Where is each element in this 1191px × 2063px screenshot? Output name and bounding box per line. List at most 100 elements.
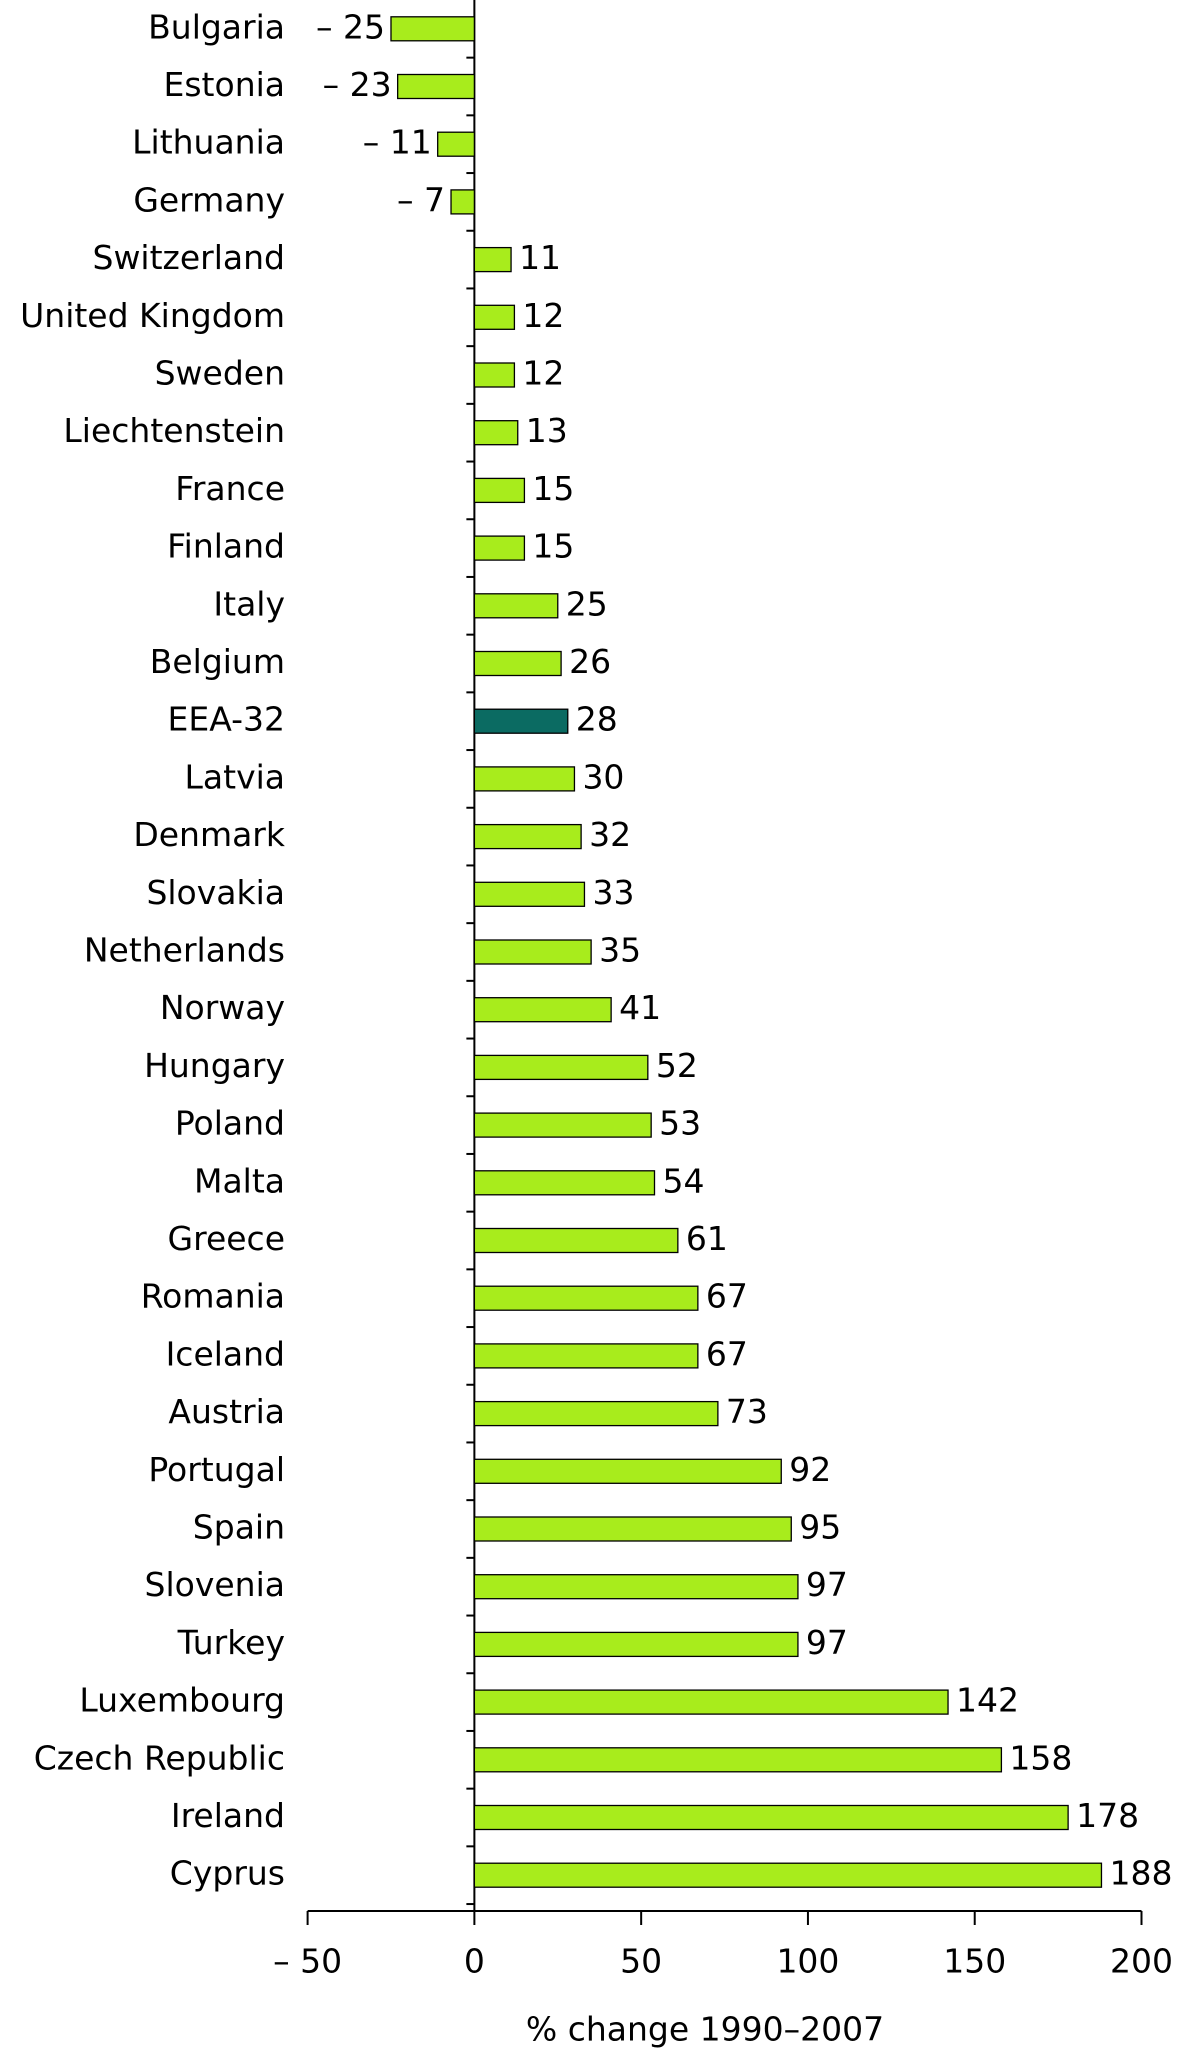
y-tick-label: Switzerland [93,238,286,277]
bar [473,1747,1003,1773]
y-tick-label: Denmark [133,815,286,854]
y-tick-label: Italy [213,584,285,623]
bar [473,1170,656,1196]
value-label: 13 [526,411,568,450]
x-tick-label: 200 [1110,1942,1173,1981]
value-label: – 25 [316,7,385,46]
value-label: 53 [659,1104,701,1143]
value-label: 25 [566,584,608,623]
value-label: – 7 [397,180,445,219]
value-label: 54 [663,1161,705,1200]
y-tick-label: Estonia [164,65,285,104]
value-label: 142 [956,1681,1019,1720]
y-tick-label: Finland [167,527,285,566]
bar [437,131,476,157]
bar [473,1862,1103,1888]
x-tick-label: 50 [620,1942,662,1981]
bar [473,1227,679,1254]
y-tick-label: United Kingdom [20,296,285,335]
bar [390,16,476,42]
y-tick-label: Greece [168,1219,285,1258]
value-label: 95 [799,1508,841,1547]
value-label: 158 [1009,1738,1072,1777]
y-tick-label: Czech Republic [34,1738,285,1777]
y-tick-label: France [175,469,285,508]
value-label: 52 [656,1046,698,1085]
y-tick-label: EEA-32 [168,700,285,739]
y-tick-label: Netherlands [84,931,285,970]
bar [473,823,582,850]
value-label: 12 [522,296,564,335]
value-label: 97 [806,1623,848,1662]
bar [473,477,526,504]
bar [473,246,512,273]
bar [473,708,569,734]
value-label: 41 [619,988,661,1027]
bar [473,304,516,330]
y-tick-label: Spain [193,1508,285,1547]
y-tick-label: Portugal [148,1450,285,1489]
value-label: 12 [522,354,564,393]
bar [397,73,476,100]
bar [473,939,592,965]
value-label: – 11 [363,123,432,162]
y-tick-label: Luxembourg [79,1681,285,1720]
bar [473,1400,719,1427]
bar [473,1343,699,1369]
bar [473,1285,699,1311]
bar [473,1804,1069,1831]
bar [473,1689,949,1715]
y-tick-label: Slovenia [145,1565,285,1604]
value-label: 61 [686,1219,728,1258]
bar [473,997,612,1023]
y-tick-label: Ireland [171,1796,285,1835]
y-tick-label: Romania [141,1277,285,1316]
x-tick-label: 0 [464,1942,485,1981]
value-label: 15 [532,527,574,566]
y-tick-label: Latvia [185,757,285,796]
x-tick-label: 150 [943,1942,1006,1981]
value-label: 67 [706,1334,748,1373]
y-tick-label: Sweden [155,354,285,393]
bar [473,766,576,792]
y-tick-label: Malta [194,1161,285,1200]
y-tick-label: Slovakia [146,873,285,912]
x-tick-label: 100 [776,1942,839,1981]
y-tick-label: Iceland [166,1334,285,1373]
x-axis-title: % change 1990–2007 [526,2010,884,2049]
bar [473,1458,782,1484]
value-label: 30 [582,757,624,796]
value-label: 26 [569,642,611,681]
value-label: – 23 [323,65,392,104]
value-label: 92 [789,1450,831,1489]
bar [473,1574,799,1600]
y-tick-label: Hungary [144,1046,285,1085]
bar [473,1631,799,1658]
bar [473,420,519,446]
value-label: 178 [1076,1796,1139,1835]
y-tick-label: Austria [168,1392,285,1431]
value-label: 97 [806,1565,848,1604]
y-tick-label: Cyprus [170,1854,285,1893]
bar [473,1054,649,1081]
value-label: 32 [589,815,631,854]
value-label: 33 [592,873,634,912]
y-tick-label: Germany [133,180,285,219]
y-tick-label: Poland [175,1104,285,1143]
bar [473,1516,792,1542]
x-tick-label: – 50 [273,1942,342,1981]
y-tick-label: Lithuania [132,123,285,162]
bar [473,650,562,677]
bar [473,1112,652,1138]
y-tick-label: Norway [160,988,285,1027]
value-label: 15 [532,469,574,508]
bar [473,593,559,619]
y-tick-label: Belgium [150,642,285,681]
value-label: 67 [706,1277,748,1316]
value-label: 73 [726,1392,768,1431]
value-label: 35 [599,931,641,970]
value-label: 188 [1109,1854,1172,1893]
bar [473,881,586,907]
